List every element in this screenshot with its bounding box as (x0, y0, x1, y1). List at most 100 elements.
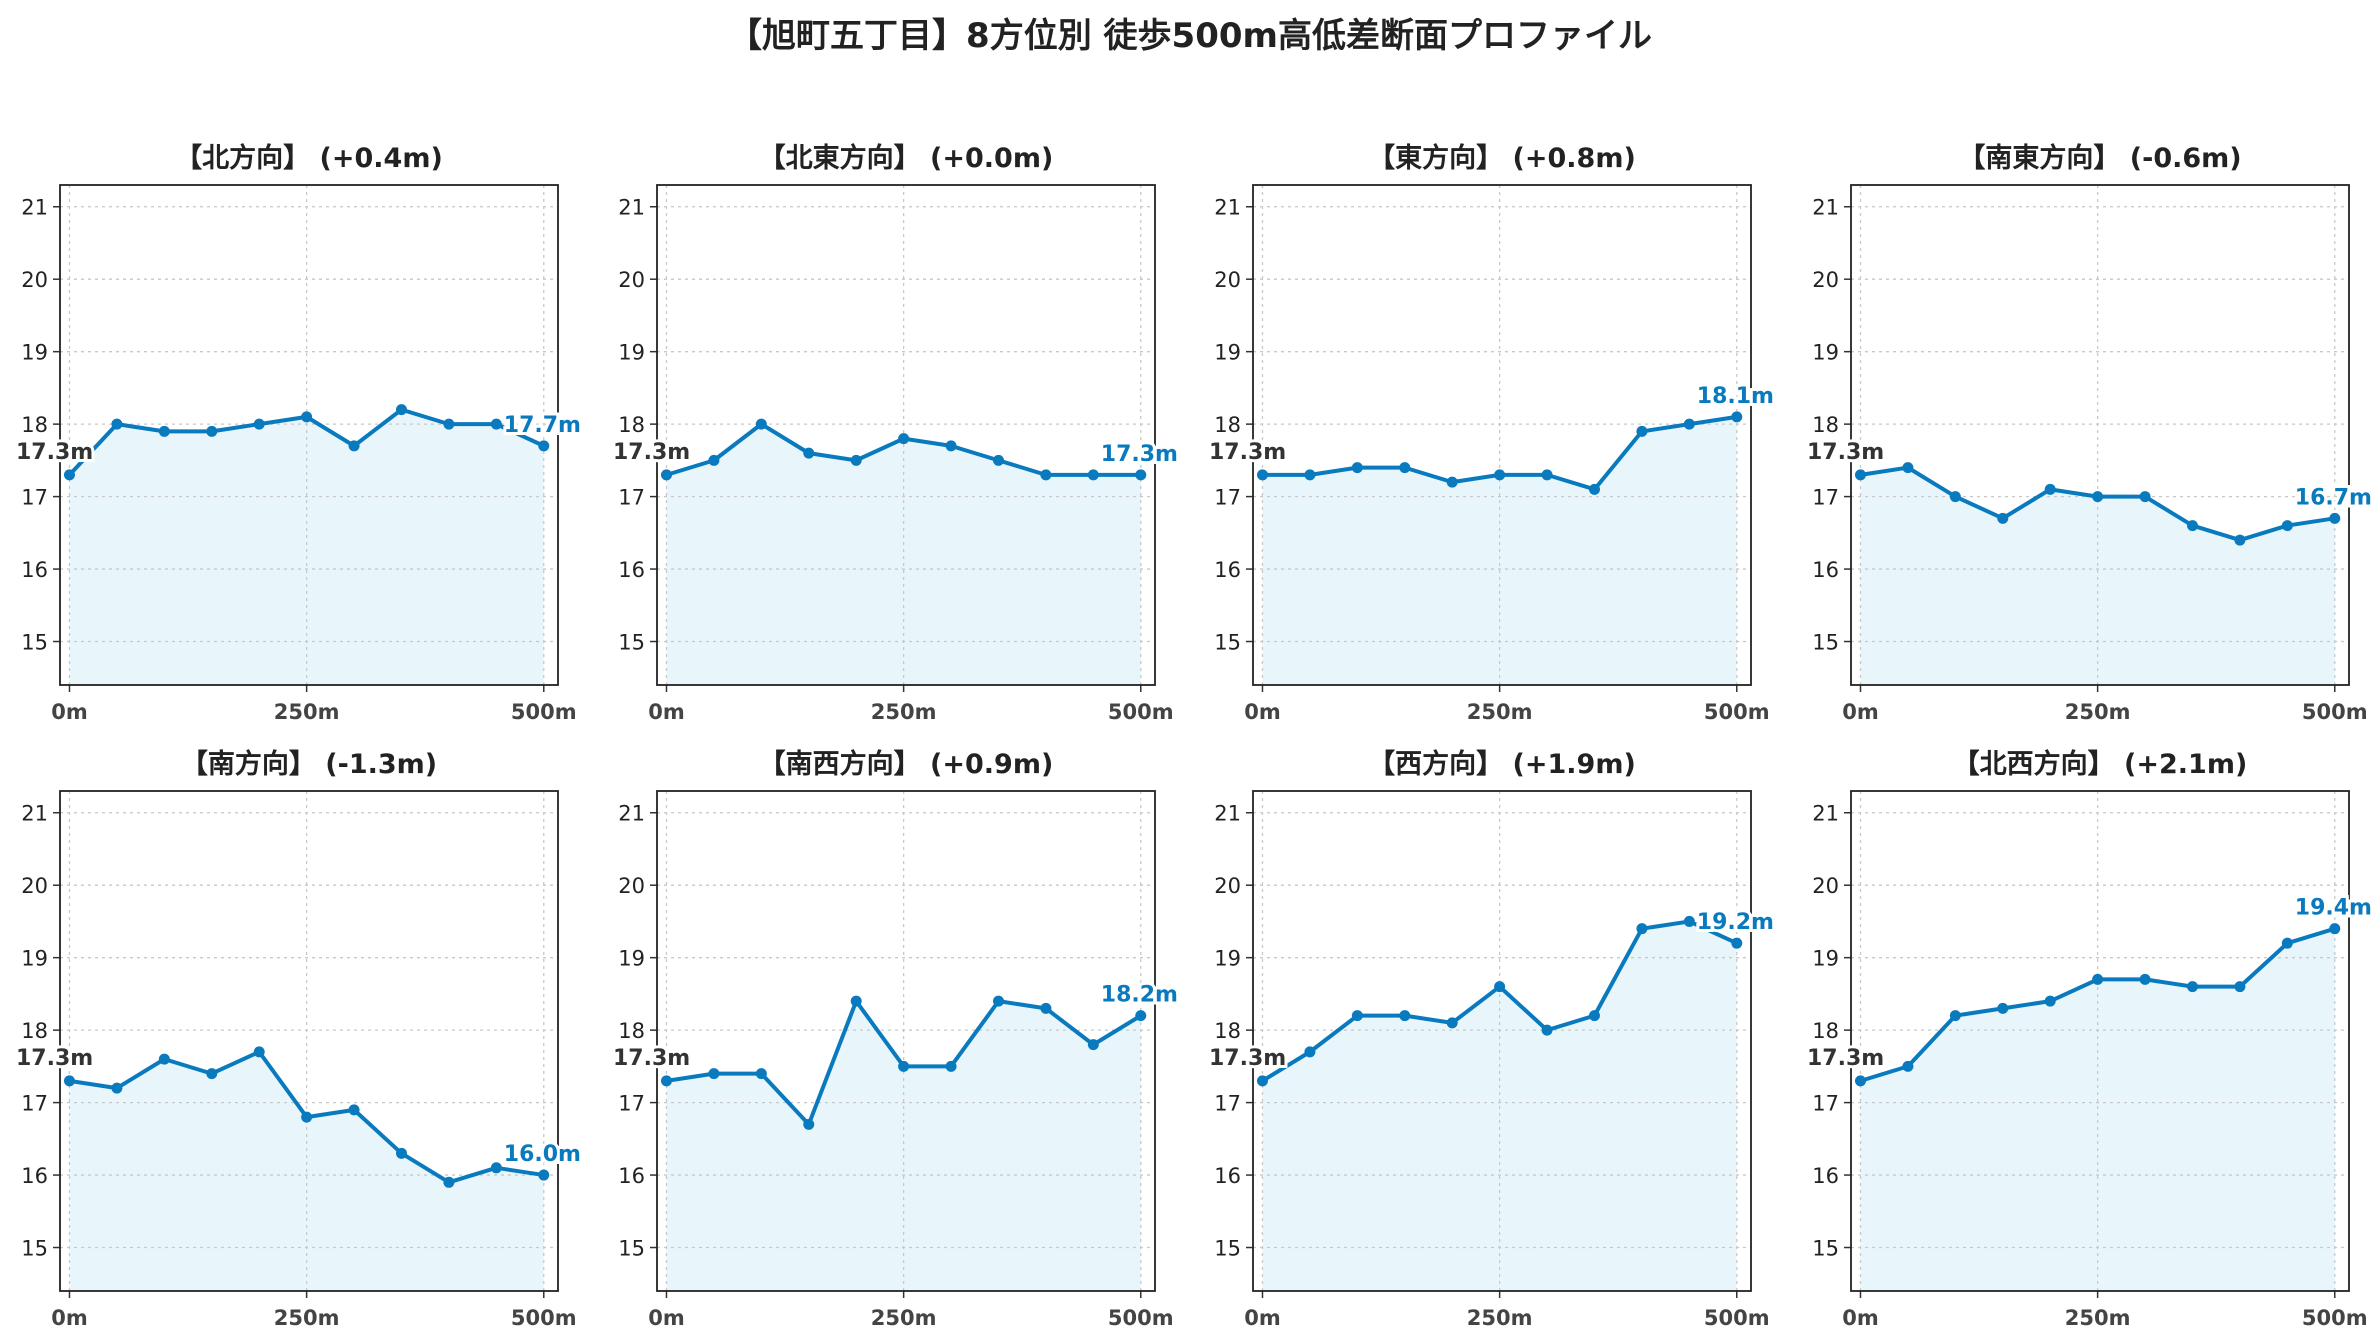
data-point (1683, 418, 1695, 430)
y-tick-label: 15 (1214, 631, 1241, 655)
end-elevation-label: 16.7m (2295, 485, 2372, 510)
y-tick-label: 16 (1812, 558, 1839, 582)
data-point (395, 404, 407, 416)
plot-frame (1850, 184, 2350, 686)
y-tick-label: 20 (1812, 268, 1839, 292)
data-point (1731, 937, 1743, 949)
y-tick-label: 16 (1214, 558, 1241, 582)
data-point (1636, 425, 1648, 437)
y-tick-label: 19 (618, 947, 645, 971)
start-elevation-label: 17.3m (1807, 440, 1884, 465)
data-point (708, 454, 720, 466)
data-point (1902, 1060, 1914, 1072)
data-point (660, 1075, 672, 1087)
x-tick-label: 0m (1842, 1306, 1879, 1330)
x-tick-label: 250m (2065, 1306, 2131, 1330)
x-tick-label: 0m (1244, 700, 1281, 724)
data-point (945, 1060, 957, 1072)
data-point (2186, 520, 2198, 532)
x-tick-label: 500m (1704, 1306, 1770, 1330)
x-tick-label: 250m (871, 1306, 937, 1330)
y-tick-label: 19 (21, 947, 48, 971)
data-point (2186, 981, 2198, 993)
page-title: 【旭町五丁目】8方位別 徒歩500m高低差断面プロファイル (728, 16, 1652, 56)
start-elevation-label: 17.3m (1209, 1046, 1286, 1071)
data-point (2044, 483, 2056, 495)
data-point (1949, 1010, 1961, 1022)
y-tick-label: 19 (1214, 947, 1241, 971)
end-elevation-label: 18.1m (1697, 384, 1774, 409)
data-point (898, 1060, 910, 1072)
data-point (803, 447, 815, 459)
data-point (1351, 1010, 1363, 1022)
data-point (2139, 973, 2151, 985)
y-tick-label: 20 (1214, 268, 1241, 292)
plot-frame (1850, 790, 2350, 1292)
y-tick-label: 20 (618, 874, 645, 898)
data-point (2329, 512, 2341, 524)
x-tick-label: 0m (1842, 700, 1879, 724)
y-tick-label: 20 (1214, 874, 1241, 898)
y-tick-label: 17 (1214, 486, 1241, 510)
subplot-8: 【北西方向】 (+2.1m) 15 16 17 18 19 20 21 0m 250m 500m 17… (1804, 748, 2375, 1330)
data-point (755, 1068, 767, 1080)
y-tick-label: 18 (1214, 1019, 1241, 1043)
y-tick-label: 20 (618, 268, 645, 292)
data-point (490, 418, 502, 430)
y-tick-label: 16 (21, 1164, 48, 1188)
data-point (803, 1118, 815, 1130)
y-tick-label: 15 (618, 631, 645, 655)
subplot-4: 【南東方向】 (-0.6m) 15 16 17 18 19 20 21 0m 250m 500m 17… (1804, 142, 2375, 724)
y-tick-label: 17 (21, 1092, 48, 1116)
x-tick-label: 250m (274, 1306, 340, 1330)
data-point (443, 418, 455, 430)
y-tick-label: 17 (21, 486, 48, 510)
y-tick-label: 15 (1214, 1237, 1241, 1261)
x-tick-label: 0m (51, 1306, 88, 1330)
y-tick-label: 18 (1812, 413, 1839, 437)
x-tick-label: 250m (2065, 700, 2131, 724)
data-point (443, 1176, 455, 1188)
x-tick-label: 250m (1467, 1306, 1533, 1330)
subplot-1: 【北方向】 (+0.4m) 15 16 17 18 19 20 21 0m 250m 500m 17.… (13, 142, 584, 724)
x-tick-label: 0m (1244, 1306, 1281, 1330)
data-point (395, 1147, 407, 1159)
data-point (111, 418, 123, 430)
y-tick-label: 15 (618, 1237, 645, 1261)
data-point (111, 1082, 123, 1094)
data-point (253, 418, 265, 430)
y-tick-label: 15 (1812, 631, 1839, 655)
x-tick-label: 250m (1467, 700, 1533, 724)
y-tick-label: 15 (21, 631, 48, 655)
elevation-area (1860, 467, 2335, 685)
plot-frame (59, 184, 559, 686)
data-point (1304, 1046, 1316, 1058)
x-tick-label: 500m (511, 1306, 577, 1330)
end-elevation-label: 19.4m (2295, 896, 2372, 921)
y-tick-label: 18 (1812, 1019, 1839, 1043)
data-point (1731, 411, 1743, 423)
y-tick-label: 18 (21, 413, 48, 437)
subplot-7: 【西方向】 (+1.9m) 15 16 17 18 19 20 21 0m 250m 500m 17.… (1206, 748, 1777, 1330)
y-tick-label: 18 (618, 413, 645, 437)
data-point (490, 1162, 502, 1174)
x-tick-label: 500m (511, 700, 577, 724)
y-tick-label: 16 (618, 1164, 645, 1188)
y-tick-label: 21 (21, 802, 48, 826)
data-point (1541, 469, 1553, 481)
x-tick-label: 500m (1108, 700, 1174, 724)
y-tick-label: 17 (618, 1092, 645, 1116)
y-tick-label: 15 (21, 1237, 48, 1261)
data-point (301, 411, 313, 423)
data-point (1399, 462, 1411, 474)
data-point (1902, 462, 1914, 474)
data-point (1399, 1010, 1411, 1022)
data-point (755, 418, 767, 430)
y-tick-label: 18 (21, 1019, 48, 1043)
data-point (1494, 469, 1506, 481)
data-point (1588, 483, 1600, 495)
data-point (1087, 1039, 1099, 1051)
start-elevation-label: 17.3m (613, 1046, 690, 1071)
end-elevation-label: 17.3m (1101, 442, 1178, 467)
elevation-area (666, 424, 1141, 685)
